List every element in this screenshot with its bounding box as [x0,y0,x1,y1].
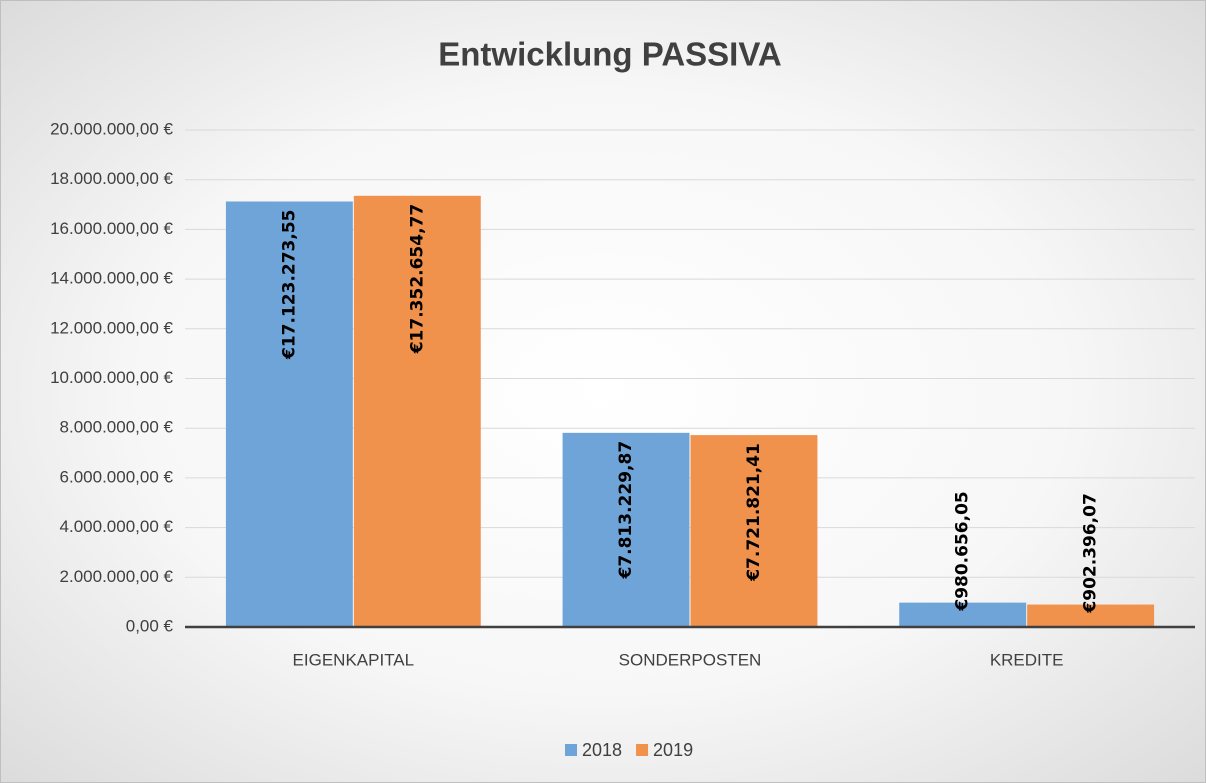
x-tick-label: SONDERPOSTEN [619,650,762,669]
legend-swatch [636,744,649,756]
y-tick-label: 18.000.000,00 € [50,169,173,188]
legend-label: 2018 [582,740,622,760]
chart-title: Entwicklung PASSIVA [438,36,782,73]
data-label: €7.813.229,87 [616,441,636,580]
y-tick-label: 14.000.000,00 € [50,269,173,288]
legend-label: 2019 [653,740,693,760]
data-label: €7.721.821,41 [744,443,764,582]
data-label: €17.123.273,55 [279,209,299,359]
y-tick-label: 2.000.000,00 € [60,567,174,586]
bar [1027,604,1155,627]
legend-swatch [565,744,577,756]
y-tick-label: 6.000.000,00 € [60,467,174,486]
bar [562,432,690,627]
data-label: €980.656,05 [953,491,973,611]
y-tick-label: 4.000.000,00 € [60,517,174,536]
bar [225,201,353,628]
y-tick-label: 12.000.000,00 € [50,318,173,337]
bar [690,435,818,627]
y-tick-label: 16.000.000,00 € [50,219,173,238]
y-tick-label: 0,00 € [126,616,174,635]
y-tick-label: 8.000.000,00 € [60,418,174,437]
x-tick-label: KREDITE [990,650,1064,669]
bar [899,602,1027,627]
x-tick-label: EIGENKAPITAL [293,650,415,669]
y-tick-label: 20.000.000,00 € [50,119,173,138]
bar [353,195,481,627]
y-tick-label: 10.000.000,00 € [50,368,173,387]
data-label: €902.396,07 [1081,493,1101,613]
data-label: €17.352.654,77 [407,204,427,355]
